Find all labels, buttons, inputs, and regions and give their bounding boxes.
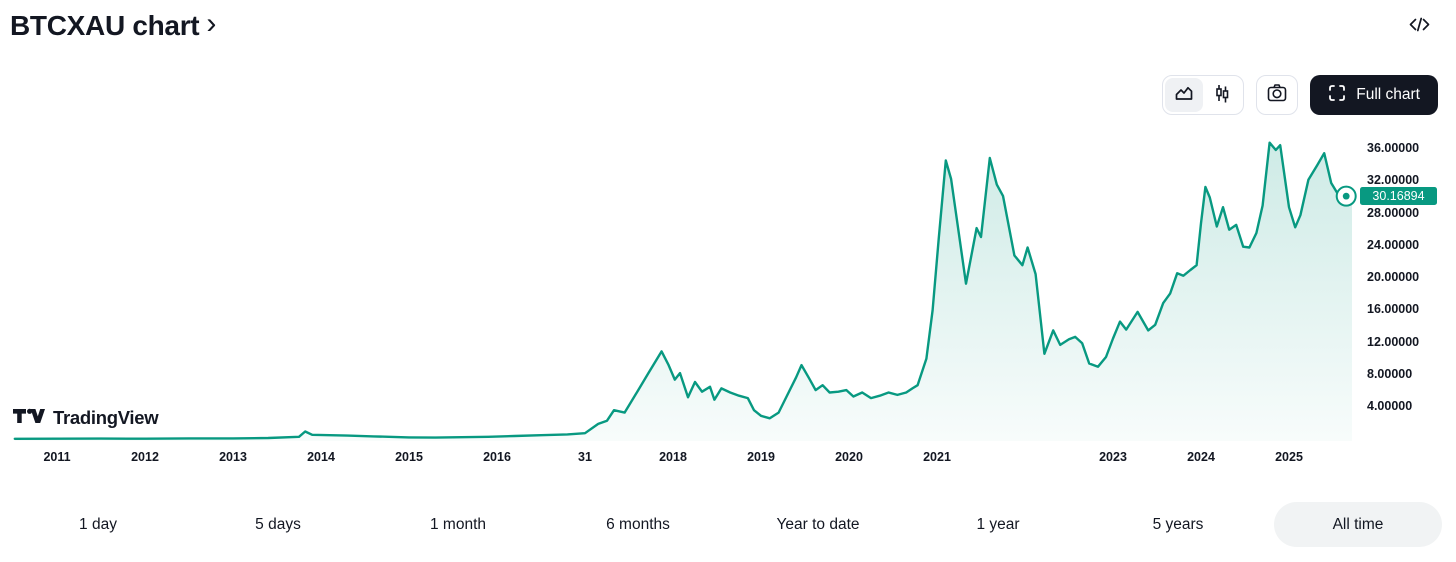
time-axis-label: 2021 [923, 450, 951, 464]
fullscreen-icon [1328, 84, 1346, 107]
range-button-year-to-date[interactable]: Year to date [734, 502, 902, 547]
time-axis-label: 2019 [747, 450, 775, 464]
range-cell: 5 days [188, 502, 368, 547]
price-axis-label: 36.00000 [1367, 141, 1420, 156]
range-selector: 1 day 5 days 1 month 6 months Year to date 1 … [8, 502, 1448, 547]
series-line [13, 141, 1348, 440]
range-cell: 5 years [1088, 502, 1268, 547]
full-chart-button[interactable]: Full chart [1310, 75, 1438, 115]
range-button-6-months[interactable]: 6 months [554, 502, 722, 547]
last-price-badge: 30.16894 [1360, 187, 1437, 206]
page-title: BTCXAU chart [10, 10, 200, 41]
price-axis-label: 32.00000 [1367, 173, 1420, 188]
range-button-5-days[interactable]: 5 days [194, 502, 362, 547]
candlestick-chart-type-button[interactable] [1203, 78, 1241, 112]
camera-icon [1265, 81, 1289, 110]
tradingview-logo-icon [13, 408, 46, 429]
series-area-fill [14, 142, 1352, 441]
tradingview-attribution-link[interactable]: TradingView [13, 407, 159, 429]
price-axis-label: 4.00000 [1367, 398, 1413, 413]
time-axis-label: 2025 [1275, 450, 1303, 464]
chart-toolbar: Full chart [1162, 75, 1438, 115]
last-price-marker-dot [1342, 192, 1350, 200]
price-axis-label: 24.00000 [1367, 237, 1420, 252]
range-cell: All time [1268, 502, 1448, 547]
range-button-5-years[interactable]: 5 years [1094, 502, 1262, 547]
time-axis-label: 2011 [43, 450, 71, 464]
range-button-1-year[interactable]: 1 year [914, 502, 1082, 547]
embed-code-button[interactable] [1404, 12, 1434, 42]
range-cell: 1 year [908, 502, 1088, 547]
area-chart-icon [1173, 82, 1195, 109]
range-button-all-time[interactable]: All time [1274, 502, 1442, 547]
time-axis-label: 2016 [483, 450, 511, 464]
time-axis-label: 2023 [1099, 450, 1127, 464]
time-axis-label: 2020 [835, 450, 863, 464]
range-cell: 1 month [368, 502, 548, 547]
range-button-1-month[interactable]: 1 month [374, 502, 542, 547]
range-cell: Year to date [728, 502, 908, 547]
snapshot-button[interactable] [1256, 75, 1299, 115]
time-axis-label: 2013 [219, 450, 247, 464]
time-axis-label: 2024 [1187, 450, 1215, 464]
symbol-title-link[interactable]: BTCXAU chart › [10, 7, 217, 42]
price-axis-label: 28.00000 [1367, 205, 1420, 220]
range-button-1-day[interactable]: 1 day [14, 502, 182, 547]
code-icon [1406, 11, 1433, 43]
chevron-right-icon: › [206, 7, 217, 40]
time-axis-label: 31 [578, 450, 592, 464]
tradingview-logo-text: TradingView [53, 407, 159, 428]
time-axis-label: 2012 [131, 450, 159, 464]
price-axis-label: 12.00000 [1367, 334, 1420, 349]
area-chart-type-button[interactable] [1165, 78, 1204, 112]
candlestick-icon [1211, 82, 1233, 109]
price-axis-label: 8.00000 [1367, 366, 1413, 381]
time-axis-label: 2018 [659, 450, 687, 464]
price-axis-label: 16.00000 [1367, 302, 1420, 317]
chart-type-segmented-control [1162, 75, 1245, 115]
range-cell: 1 day [8, 502, 188, 547]
time-axis-label: 2015 [395, 450, 423, 464]
range-cell: 6 months [548, 502, 728, 547]
time-axis-label: 2014 [307, 450, 335, 464]
full-chart-label: Full chart [1356, 86, 1420, 103]
price-axis-label: 20.00000 [1367, 270, 1420, 285]
